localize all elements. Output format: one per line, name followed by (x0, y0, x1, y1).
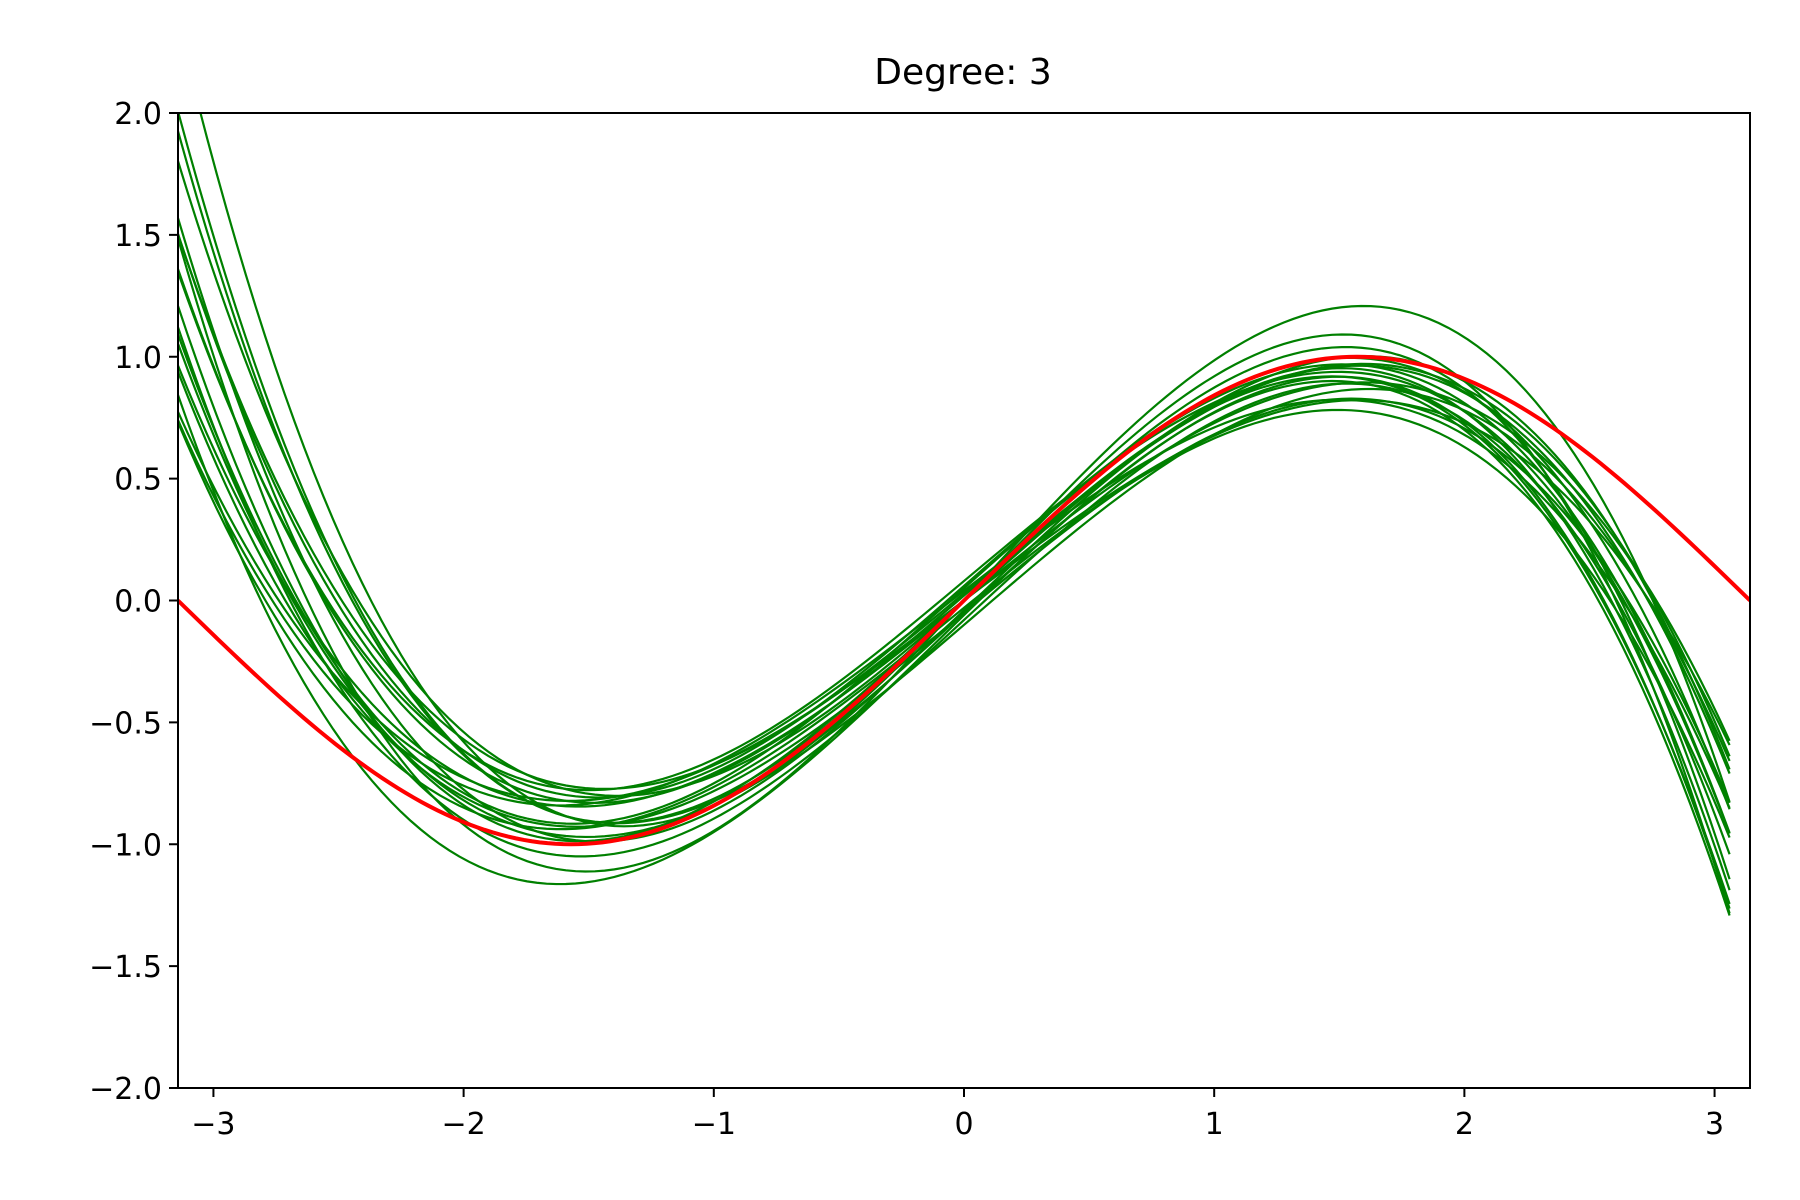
true-function-line (178, 354, 1750, 847)
y-tick-label: 1.5 (114, 219, 162, 254)
y-tick-label: −2.0 (89, 1072, 162, 1107)
y-tick-label: −1.0 (89, 828, 162, 863)
fitted-curve-10 (199, 113, 1731, 914)
fitted-curve-13 (178, 379, 1731, 916)
series-group (178, 113, 1750, 916)
y-tick-label: 2.0 (114, 97, 162, 132)
x-tick-label: −3 (191, 1107, 235, 1142)
y-tick-label: −0.5 (89, 706, 162, 741)
fitted-curve-6 (178, 268, 1731, 804)
fitted-curve-19 (178, 130, 1731, 909)
y-axis: −2.0 −1.5 −1.0 −0.5 0.0 0.5 1.0 1.5 2.0 (89, 97, 178, 1107)
fitted-curve-11 (178, 234, 1731, 791)
x-tick-label: −1 (692, 1107, 736, 1142)
fitted-curve-1 (178, 113, 1731, 880)
fitted-curve-14 (178, 398, 1731, 809)
x-tick-label: 0 (954, 1107, 973, 1142)
chart-title: Degree: 3 (874, 52, 1052, 93)
fitted-curve-7 (178, 408, 1731, 838)
y-tick-label: 0.5 (114, 463, 162, 498)
x-tick-label: 1 (1205, 1107, 1224, 1142)
x-tick-label: 3 (1705, 1107, 1724, 1142)
x-tick-label: 2 (1455, 1107, 1474, 1142)
fitted-curve-16 (178, 343, 1731, 839)
x-axis: −3 −2 −1 0 1 2 3 (191, 1088, 1724, 1142)
y-tick-label: 0.0 (114, 585, 162, 620)
fitted-curve-17 (178, 271, 1731, 834)
fitted-curve-12 (178, 217, 1731, 891)
x-tick-label: −2 (442, 1107, 486, 1142)
plot-area (177, 112, 1751, 1089)
fitted-curve-8 (178, 233, 1731, 810)
y-tick-label: 1.0 (114, 341, 162, 376)
y-tick-label: −1.5 (89, 950, 162, 985)
fitted-curve-18 (178, 365, 1731, 808)
fitted-curve-15 (178, 160, 1731, 797)
